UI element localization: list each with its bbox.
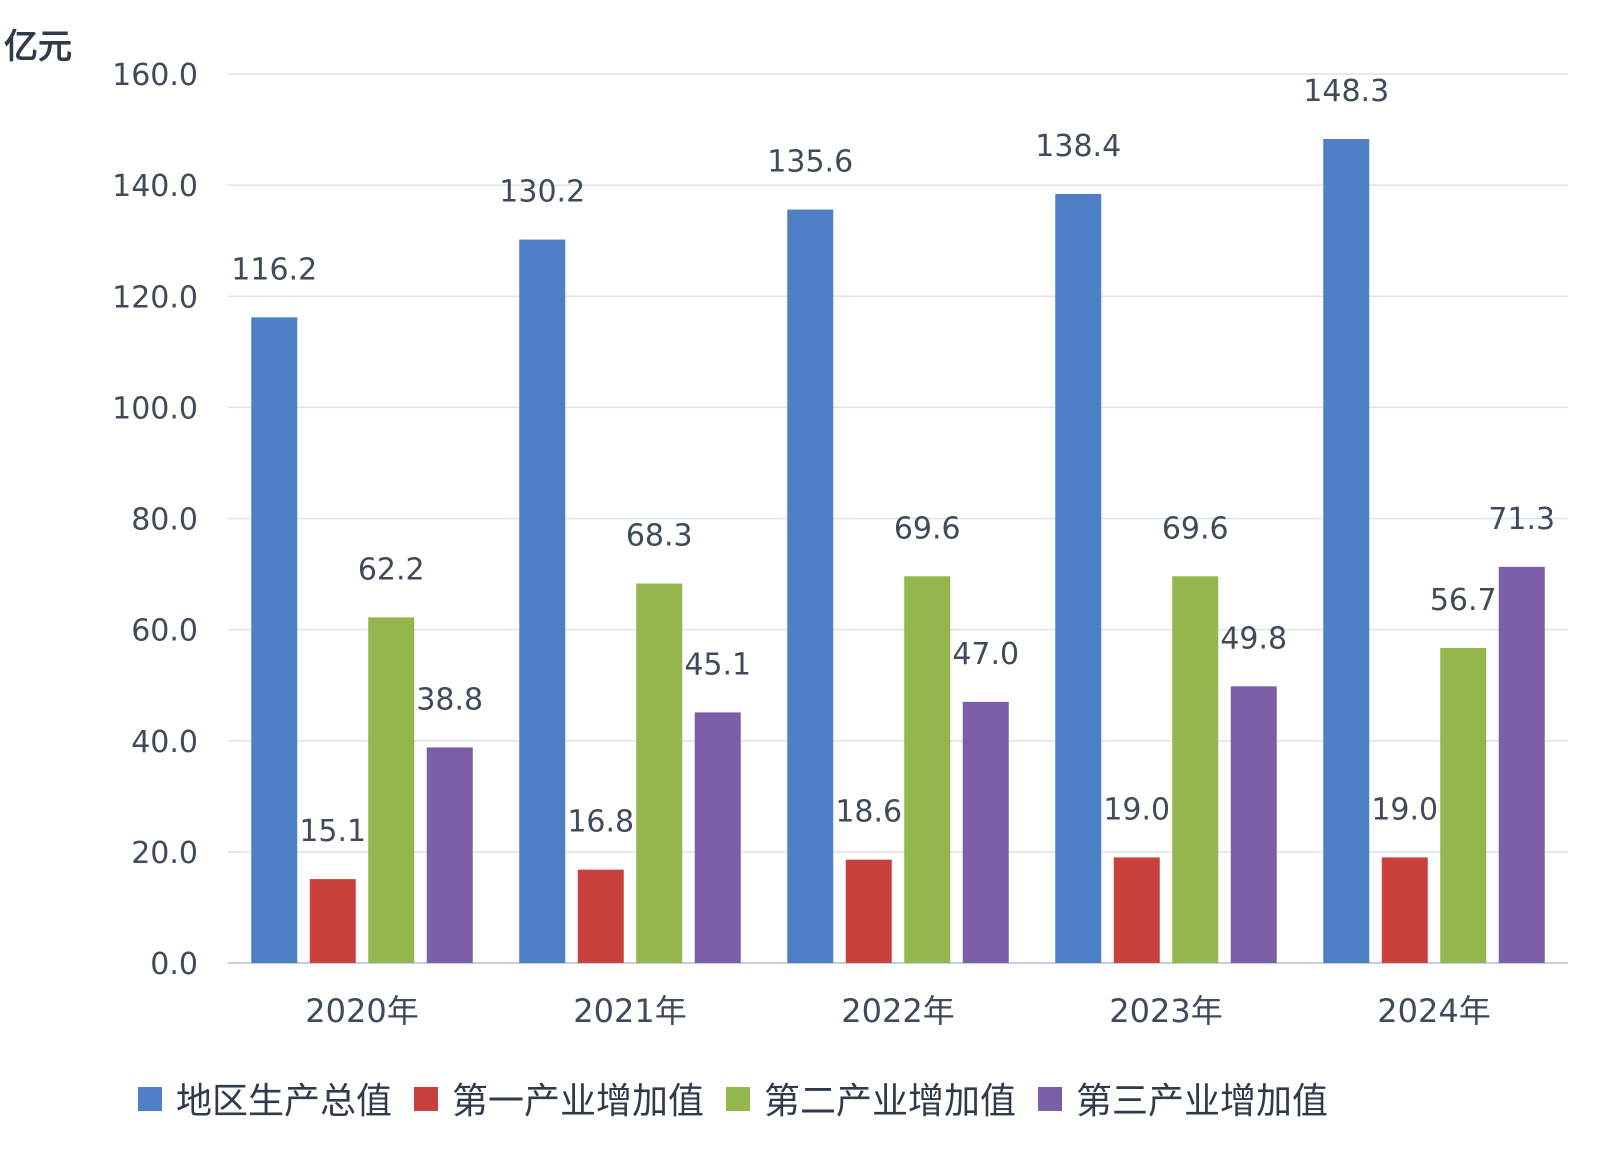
legend-swatch — [414, 1087, 439, 1111]
data-label: 15.1 — [299, 814, 366, 849]
y-tick-label: 0.0 — [150, 947, 198, 982]
legend-label: 第一产业增加值 — [452, 1081, 704, 1122]
x-axis-categories: 2020年 2021年 2022年 2023年 2024年 — [305, 992, 1490, 1030]
bar — [1113, 857, 1160, 963]
y-tick-label: 40.0 — [131, 725, 198, 760]
bar — [904, 576, 951, 963]
data-label: 49.8 — [1220, 621, 1287, 656]
bar — [519, 239, 566, 964]
bar — [694, 712, 741, 963]
data-label: 62.2 — [358, 552, 425, 587]
data-label: 69.6 — [1162, 511, 1229, 546]
y-tick-label: 80.0 — [131, 503, 198, 538]
data-label: 68.3 — [626, 519, 693, 554]
y-tick-label: 20.0 — [131, 836, 198, 871]
data-label: 135.6 — [767, 145, 853, 180]
bar — [1323, 139, 1370, 963]
y-tick-label: 60.0 — [131, 614, 198, 649]
legend-label: 第三产业增加值 — [1076, 1081, 1328, 1122]
legend-swatch — [726, 1087, 751, 1111]
bar — [962, 701, 1009, 963]
y-axis-ticks: 0.0 20.0 40.0 60.0 80.0 100.0 120.0 140.0 160.0 — [112, 58, 198, 982]
y-tick-label: 120.0 — [112, 280, 198, 315]
y-axis-unit-label: 亿元 — [4, 27, 72, 67]
bar — [787, 209, 834, 963]
x-category-label: 2024年 — [1377, 992, 1490, 1030]
data-label: 19.0 — [1103, 792, 1170, 827]
data-label: 56.7 — [1430, 583, 1497, 618]
y-tick-label: 100.0 — [112, 391, 198, 426]
bar — [845, 859, 892, 963]
data-label: 138.4 — [1035, 129, 1121, 164]
bars — [251, 139, 1545, 964]
legend-swatch — [138, 1087, 162, 1111]
bar — [1440, 647, 1487, 963]
data-label: 38.8 — [416, 682, 483, 717]
data-label: 71.3 — [1488, 502, 1555, 537]
bar — [1498, 566, 1545, 963]
x-category-label: 2022年 — [841, 992, 954, 1030]
data-label: 47.0 — [952, 637, 1019, 672]
data-labels: 116.2 15.1 62.2 38.8 130.2 16.8 68.3 45.1 135.6 1… — [231, 74, 1555, 849]
bar — [368, 617, 415, 963]
y-tick-label: 160.0 — [112, 58, 198, 93]
legend-label: 第二产业增加值 — [764, 1081, 1016, 1122]
data-label: 18.6 — [835, 795, 902, 830]
bar — [251, 317, 298, 963]
x-category-label: 2023年 — [1109, 992, 1222, 1030]
y-tick-label: 140.0 — [112, 169, 198, 204]
data-label: 19.0 — [1371, 792, 1438, 827]
data-label: 69.6 — [894, 511, 961, 546]
data-label: 16.8 — [567, 805, 634, 840]
data-label: 148.3 — [1303, 74, 1389, 109]
bar — [1172, 576, 1219, 963]
bar — [577, 869, 624, 963]
x-category-label: 2021年 — [573, 992, 686, 1030]
bar — [636, 583, 683, 963]
x-category-label: 2020年 — [305, 992, 418, 1030]
bar — [1055, 194, 1102, 963]
legend-label: 地区生产总值 — [176, 1081, 392, 1122]
legend: 地区生产总值 第一产业增加值 第二产业增加值 第三产业增加值 — [138, 1081, 1328, 1122]
data-label: 130.2 — [499, 175, 585, 210]
data-label: 116.2 — [231, 252, 317, 287]
bar — [309, 879, 356, 963]
bar — [1381, 857, 1428, 963]
bar — [1230, 686, 1277, 963]
bar — [426, 747, 473, 963]
legend-swatch — [1038, 1087, 1063, 1111]
data-label: 45.1 — [684, 647, 751, 682]
